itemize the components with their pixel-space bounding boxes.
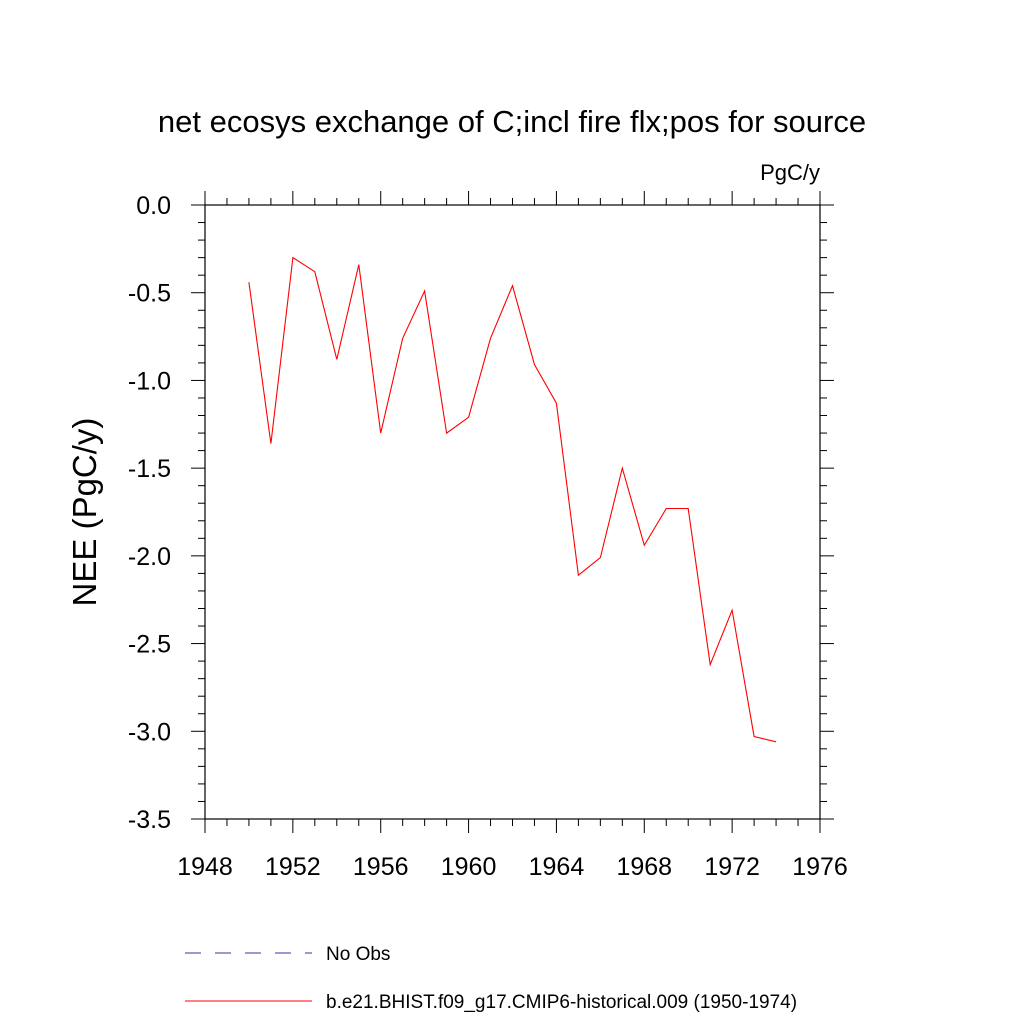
x-tick-label: 1952 [265,853,321,881]
plot-frame [204,204,821,820]
axis-ticks [191,191,834,833]
units-label: PgC/y [760,160,820,185]
y-tick-label: -1.0 [128,367,171,395]
y-tick-label: -3.5 [128,806,171,834]
x-tick-label: 1976 [792,853,848,881]
y-axis-label: NEE (PgC/y) [66,418,103,607]
x-tick-label: 1964 [529,853,585,881]
x-tick-label: 1972 [704,853,760,881]
y-tick-label: -0.5 [128,280,171,308]
legend-label-no-obs: No Obs [326,944,390,965]
y-tick-label: -2.5 [128,631,171,659]
x-tick-label: 1960 [441,853,497,881]
y-tick-label: -1.5 [128,455,171,483]
y-tick-label: 0.0 [136,192,171,220]
chart-title: net ecosys exchange of C;incl fire flx;p… [158,104,866,139]
y-tick-label: -2.0 [128,543,171,571]
axis-tick-labels: 1948 1952 1956 1960 1964 1968 1972 1976 0.0 -0.5 -… [128,192,848,881]
legend: No Obs b.e21.BHIST.f09_g17.CMIP6-histori… [185,944,797,1013]
series-line-model [248,256,777,743]
x-tick-label: 1968 [616,853,672,881]
x-tick-label: 1956 [353,853,409,881]
series-layer [248,256,777,743]
x-tick-label: 1948 [177,853,233,881]
y-tick-label: -3.0 [128,718,171,746]
legend-label-model: b.e21.BHIST.f09_g17.CMIP6-historical.009… [326,992,797,1013]
